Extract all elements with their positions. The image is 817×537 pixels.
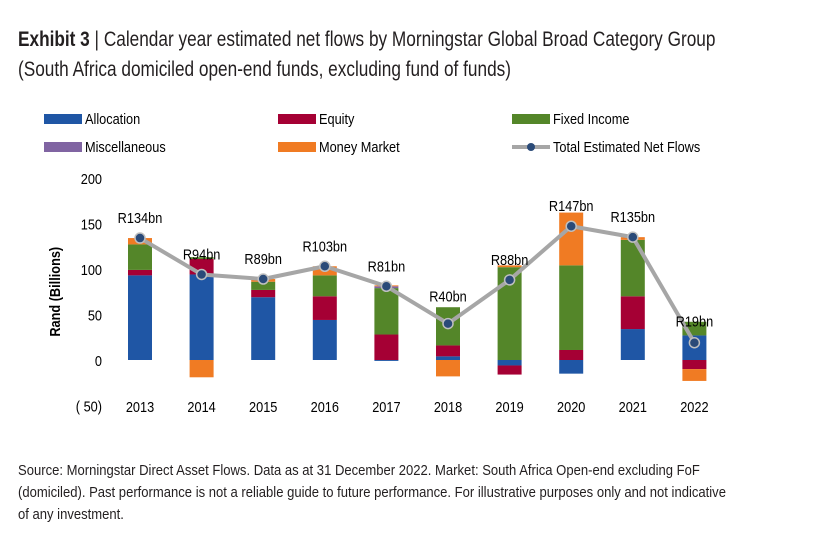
bar-fixed-income-2016 — [312, 275, 337, 297]
x-tick-label: 2022 — [680, 398, 709, 415]
bar-fixed-income-2017 — [374, 288, 399, 335]
x-tick-label: 2017 — [372, 398, 401, 415]
bar-allocation-2015 — [251, 297, 276, 360]
total-marker-2022 — [688, 336, 701, 349]
bar-money-market-2019 — [497, 265, 522, 268]
total-marker-2014 — [195, 268, 208, 281]
legend-swatch-equity — [278, 114, 316, 124]
bar-fixed-income-2019 — [497, 267, 522, 360]
data-label-total: R19bn — [676, 313, 714, 330]
bar-money-market-2014 — [189, 360, 214, 378]
legend-label: Money Market — [319, 138, 400, 155]
data-label-total: R103bn — [302, 237, 347, 254]
bar-equity-2016 — [312, 296, 337, 320]
y-tick-label: 0 — [95, 352, 102, 369]
total-marker-2015 — [257, 273, 269, 285]
x-tick-label: 2018 — [434, 398, 463, 415]
data-label-total: R89bn — [244, 250, 282, 267]
data-label-total: R81bn — [368, 257, 406, 274]
y-tick-label: 150 — [81, 215, 102, 232]
x-tick-label: 2021 — [619, 398, 648, 415]
bar-equity-2017 — [374, 334, 399, 360]
exhibit-label: Exhibit 3 — [18, 28, 90, 51]
y-axis-label: Rand (Billions) — [46, 247, 63, 337]
y-tick-label: 200 — [81, 170, 102, 187]
bar-fixed-income-2014 — [189, 257, 214, 259]
title-separator: | — [89, 28, 104, 51]
y-tick-label: 100 — [81, 261, 102, 278]
data-label-total: R134bn — [118, 209, 163, 226]
x-tick-label: 2020 — [557, 398, 586, 415]
bar-allocation-2020 — [559, 360, 584, 374]
y-tick-label: ( 50) — [76, 397, 102, 414]
data-label-total: R40bn — [429, 288, 467, 305]
legend-label: Equity — [319, 110, 354, 127]
legend-swatch-allocation — [44, 114, 82, 124]
total-marker-2021 — [627, 231, 639, 243]
data-label-total: R88bn — [491, 251, 529, 268]
total-marker-2020 — [565, 220, 577, 232]
bar-allocation-2019 — [497, 360, 522, 366]
bar-allocation-2021 — [620, 329, 645, 360]
bar-equity-2015 — [251, 289, 276, 298]
bar-fixed-income-2015 — [251, 281, 276, 290]
source-note: Source: Morningstar Direct Asset Flows. … — [18, 463, 726, 523]
legend-swatch-fixed-income — [512, 114, 550, 124]
bar-allocation-2018 — [436, 356, 460, 360]
bar-allocation-2017 — [374, 360, 399, 361]
bar-allocation-2016 — [312, 319, 337, 360]
x-tick-label: 2013 — [126, 398, 155, 415]
data-label-total: R135bn — [610, 208, 655, 225]
total-marker-2019 — [503, 274, 516, 286]
y-tick-label: 50 — [88, 306, 102, 323]
x-tick-label: 2016 — [311, 398, 340, 415]
bar-fixed-income-2013 — [128, 244, 152, 270]
bar-fixed-income-2020 — [559, 265, 584, 350]
legend-label: Allocation — [85, 110, 140, 127]
legend-line-marker — [527, 143, 535, 151]
legend-swatch-money-market — [278, 142, 316, 152]
bar-money-market-2018 — [436, 360, 460, 377]
data-label-total: R147bn — [549, 197, 594, 214]
bar-allocation-2014 — [189, 274, 214, 360]
bar-allocation-2013 — [128, 275, 152, 360]
bar-equity-2020 — [559, 349, 584, 360]
x-tick-label: 2015 — [249, 398, 278, 415]
chart-subtitle: (South Africa domiciled open-end funds, … — [18, 58, 511, 81]
bar-equity-2019 — [497, 365, 522, 375]
legend-swatch-miscellaneous — [44, 142, 82, 152]
total-marker-2017 — [380, 280, 393, 293]
bar-equity-2018 — [436, 345, 460, 357]
total-marker-2018 — [442, 317, 454, 330]
legend-label: Total Estimated Net Flows — [553, 138, 700, 155]
x-tick-label: 2014 — [187, 398, 216, 415]
bar-equity-2021 — [620, 296, 645, 330]
title-text: Calendar year estimated net flows by Mor… — [103, 28, 716, 51]
bar-money-market-2022 — [682, 369, 707, 381]
legend-label: Fixed Income — [553, 110, 630, 127]
total-marker-2016 — [319, 260, 331, 273]
x-tick-label: 2019 — [495, 398, 524, 415]
bar-equity-2022 — [682, 360, 707, 370]
chart-title: Exhibit 3 | Calendar year estimated net … — [18, 28, 715, 52]
legend-label: Miscellaneous — [85, 138, 166, 155]
bar-equity-2013 — [128, 269, 152, 276]
total-net-flows-line — [138, 224, 697, 344]
total-marker-2013 — [134, 232, 146, 244]
data-label-total: R94bn — [183, 245, 221, 262]
